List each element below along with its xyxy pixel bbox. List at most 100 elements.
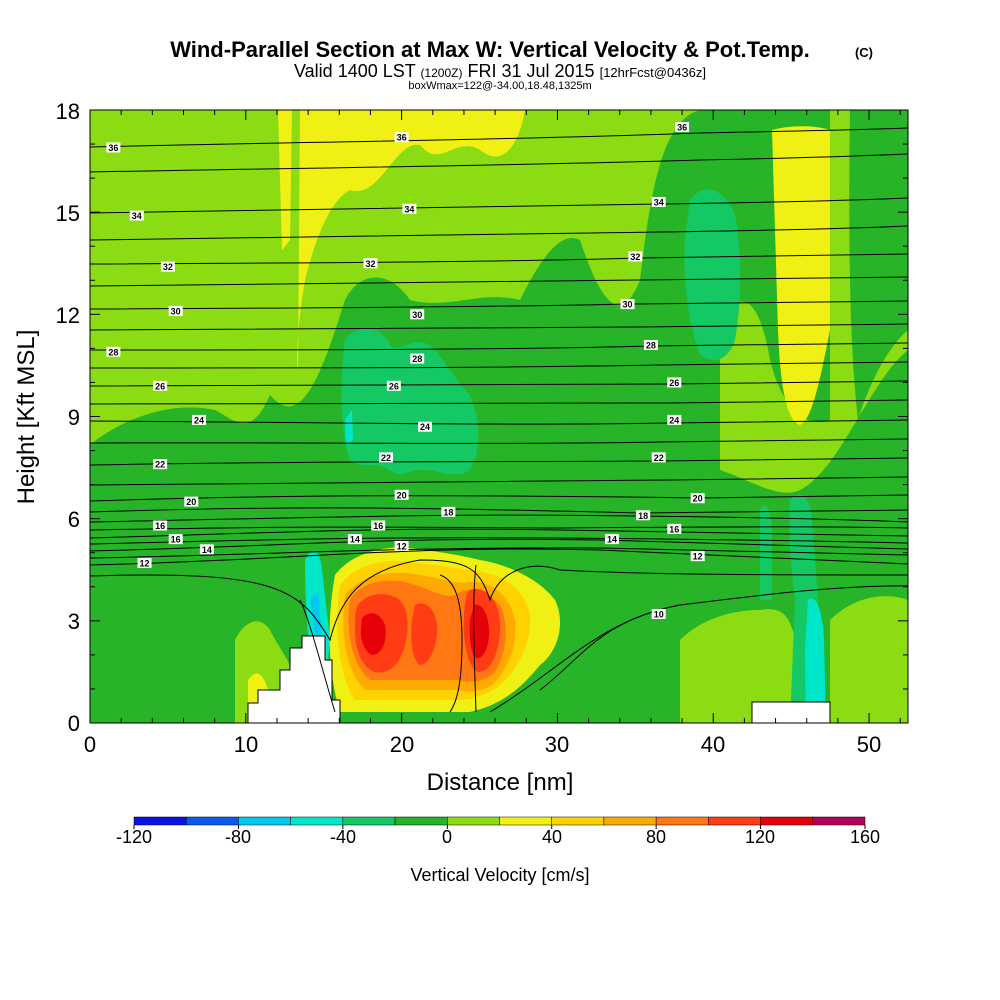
colorbar xyxy=(133,816,866,829)
theta-contour-label: 28 xyxy=(643,339,658,350)
theta-label-background xyxy=(386,380,401,391)
colorbar-swatch xyxy=(342,816,396,826)
theta-label-text: 28 xyxy=(646,340,656,350)
theta-label-background xyxy=(363,258,378,269)
theta-label-text: 14 xyxy=(607,535,617,545)
theta-label-text: 16 xyxy=(669,524,679,534)
x-tick-label: 20 xyxy=(390,732,414,757)
theta-label-background xyxy=(137,557,152,568)
theta-label-background xyxy=(667,377,682,388)
theta-contour-label: 32 xyxy=(160,261,175,272)
y-tick-label: 3 xyxy=(68,609,80,634)
theta-label-text: 26 xyxy=(669,378,679,388)
theta-label-text: 24 xyxy=(194,415,204,425)
theta-label-text: 16 xyxy=(171,535,181,545)
theta-contour-label: 36 xyxy=(106,142,121,153)
theta-label-background xyxy=(160,261,175,272)
theta-label-background xyxy=(199,544,214,555)
theta-label-text: 20 xyxy=(397,490,407,500)
theta-label-text: 34 xyxy=(132,211,142,221)
theta-label-text: 24 xyxy=(669,415,679,425)
colorbar-swatch xyxy=(238,816,291,826)
theta-contour-label: 28 xyxy=(106,346,121,357)
theta-contour-label: 30 xyxy=(410,309,425,320)
x-tick-label: 10 xyxy=(234,732,258,757)
theta-contour-label: 26 xyxy=(386,380,401,391)
colorbar-title: Vertical Velocity [cm/s] xyxy=(410,865,589,885)
theta-label-background xyxy=(184,496,199,507)
y-tick-label: 12 xyxy=(56,303,80,328)
theta-29 xyxy=(90,323,908,331)
theta-label-background xyxy=(168,305,183,316)
box-info: boxWmax=122@-34.00,18.48,1325m xyxy=(408,80,591,92)
colorbar-swatch xyxy=(185,816,239,826)
theta-label-background xyxy=(394,489,409,500)
colorbar-swatch xyxy=(655,816,709,826)
theta-label-background xyxy=(106,142,121,153)
theta-34 xyxy=(90,197,908,214)
theta-contour-label: 30 xyxy=(620,299,635,310)
x-tick-label: 50 xyxy=(857,732,881,757)
colorbar-tick-label: -120 xyxy=(116,827,152,847)
theta-contour-label: 26 xyxy=(667,377,682,388)
theta-label-background xyxy=(620,299,635,310)
theta-18 xyxy=(90,514,908,523)
y-axis-title: Height [Kft MSL] xyxy=(13,330,40,505)
theta-27 xyxy=(90,361,908,369)
theta-label-text: 26 xyxy=(155,381,165,391)
theta-30 xyxy=(90,300,908,310)
theta-label-text: 32 xyxy=(365,259,375,269)
theta-10-upper xyxy=(299,599,336,713)
colorbar-swatch xyxy=(551,816,605,826)
theta-contour-label: 26 xyxy=(153,380,168,391)
y-tick-label: 6 xyxy=(68,507,80,532)
theta-contour-label: 14 xyxy=(347,534,362,545)
theta-label-background xyxy=(636,510,651,521)
theta-22 xyxy=(90,457,908,466)
theta-label-background xyxy=(153,380,168,391)
downdraft-east-surface-core xyxy=(805,598,826,723)
theta-label-background xyxy=(441,506,456,517)
theta-label-text: 30 xyxy=(623,300,633,310)
theta-label-text: 28 xyxy=(108,347,118,357)
theta-contour-label: 22 xyxy=(153,459,168,470)
valid-time-line: Valid 1400 LST (1200Z) FRI 31 Jul 2015 [… xyxy=(294,61,706,81)
theta-contour-labels: 36 36 36 34 34 34 32 32 32 30 30 30 28 28 28 26 26 26 24 24… xyxy=(106,122,705,620)
theta-label-text: 20 xyxy=(186,497,196,507)
downdraft-east-surface-2 xyxy=(760,505,772,600)
theta-label-text: 18 xyxy=(443,507,453,517)
theta-13 xyxy=(90,547,908,559)
theta-label-text: 12 xyxy=(397,541,407,551)
mid-downdraft-core xyxy=(345,410,353,445)
theta-label-text: 26 xyxy=(389,381,399,391)
theta-15 xyxy=(90,537,908,545)
theta-24 xyxy=(90,419,908,425)
theta-label-text: 12 xyxy=(140,558,150,568)
theta-contour-label: 20 xyxy=(394,489,409,500)
colorbar-tick-label: -80 xyxy=(225,827,251,847)
theta-label-background xyxy=(192,414,207,425)
colorbar-tick-label: 160 xyxy=(850,827,880,847)
valid-date: FRI 31 Jul 2015 xyxy=(467,61,594,81)
theta-label-background xyxy=(628,251,643,262)
theta-label-background xyxy=(168,534,183,545)
theta-contour-label: 10 xyxy=(651,609,666,620)
theta-label-background xyxy=(394,540,409,551)
theta-label-text: 30 xyxy=(412,310,422,320)
theta-17 xyxy=(90,526,908,531)
theta-contour-label: 12 xyxy=(690,551,705,562)
theta-label-text: 24 xyxy=(420,422,430,432)
theta-contour-label: 36 xyxy=(675,122,690,133)
copyright-mark: (C) xyxy=(855,45,873,60)
theta-label-background xyxy=(651,609,666,620)
theta-contour-label: 12 xyxy=(137,557,152,568)
theta-label-text: 22 xyxy=(381,453,391,463)
theta-label-background xyxy=(153,459,168,470)
theta-label-background xyxy=(402,203,417,214)
theta-label-background xyxy=(106,346,121,357)
theta-20 xyxy=(90,494,908,502)
theta-31 xyxy=(90,276,908,287)
x-tick-label: 30 xyxy=(545,732,569,757)
theta-contour-label: 24 xyxy=(417,421,432,432)
theta-label-background xyxy=(379,452,394,463)
